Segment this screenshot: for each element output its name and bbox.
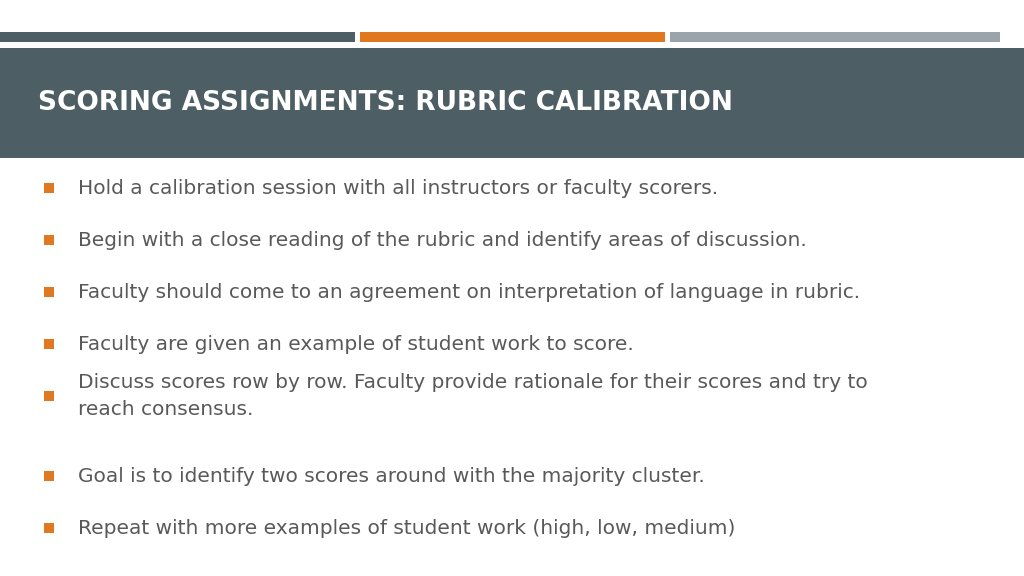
Text: Hold a calibration session with all instructors or faculty scorers.: Hold a calibration session with all inst…	[78, 179, 718, 198]
Text: Discuss scores row by row. Faculty provide rationale for their scores and try to: Discuss scores row by row. Faculty provi…	[78, 373, 867, 419]
Bar	[44, 339, 54, 349]
Bar	[44, 287, 54, 297]
Bar	[0, 32, 355, 42]
Bar	[44, 183, 54, 193]
Bar	[670, 32, 1000, 42]
Bar	[360, 32, 665, 42]
Text: SCORING ASSIGNMENTS: RUBRIC CALIBRATION: SCORING ASSIGNMENTS: RUBRIC CALIBRATION	[38, 90, 733, 116]
Bar	[0, 48, 1024, 158]
Bar	[44, 471, 54, 481]
Text: Begin with a close reading of the rubric and identify areas of discussion.: Begin with a close reading of the rubric…	[78, 230, 807, 249]
Bar	[44, 235, 54, 245]
Text: Repeat with more examples of student work (high, low, medium): Repeat with more examples of student wor…	[78, 518, 735, 537]
Text: Faculty are given an example of student work to score.: Faculty are given an example of student …	[78, 335, 634, 354]
Text: Faculty should come to an agreement on interpretation of language in rubric.: Faculty should come to an agreement on i…	[78, 282, 860, 301]
Text: Goal is to identify two scores around with the majority cluster.: Goal is to identify two scores around wi…	[78, 467, 705, 486]
Bar	[44, 391, 54, 401]
Bar	[44, 523, 54, 533]
